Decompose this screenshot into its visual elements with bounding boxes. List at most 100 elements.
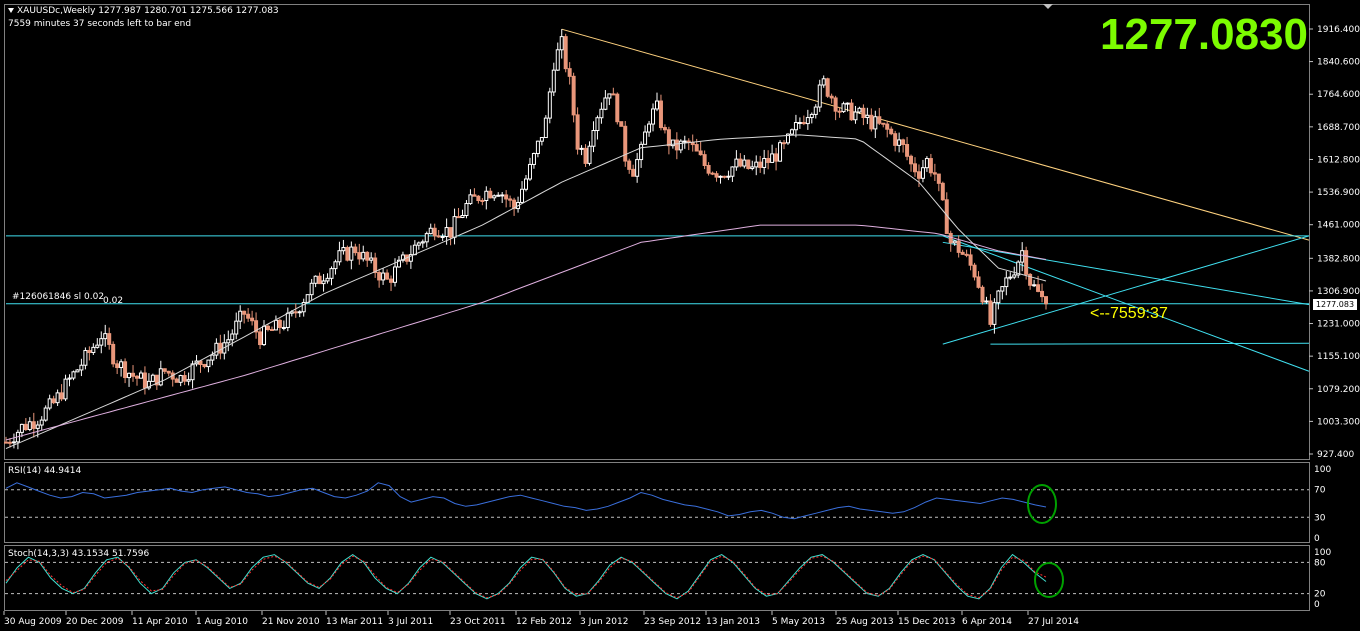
candle — [1000, 286, 1005, 300]
candle-body — [408, 254, 413, 262]
candle — [901, 138, 906, 153]
candle-body — [829, 95, 834, 99]
candle — [766, 150, 771, 170]
candle-body — [412, 244, 417, 256]
candle — [99, 331, 104, 354]
candle-body — [309, 282, 314, 296]
candle — [321, 274, 326, 292]
candle-body — [885, 123, 890, 130]
candle — [238, 305, 243, 330]
candle-body — [619, 121, 624, 127]
price-panel — [4, 4, 1310, 460]
candle-body — [500, 194, 505, 197]
candle — [710, 171, 715, 176]
candle — [801, 115, 806, 126]
candle — [543, 115, 548, 139]
candle — [476, 195, 481, 204]
candle-body — [766, 157, 771, 163]
candle-body — [623, 125, 628, 162]
candle — [23, 418, 28, 431]
y-tick-label: 1764.600 — [1317, 90, 1360, 100]
candle-body — [972, 264, 977, 278]
candle — [555, 42, 560, 71]
candle-body — [698, 150, 703, 156]
rsi-y-tick-label: 100 — [1314, 465, 1331, 475]
candle — [992, 298, 997, 334]
rsi-line — [5, 482, 1047, 520]
candle-body — [1024, 250, 1029, 275]
candle-body — [43, 407, 48, 421]
candle — [1004, 271, 1009, 296]
candle-body — [142, 372, 147, 389]
y-tick-label: 1688.700 — [1317, 123, 1360, 133]
candle — [909, 154, 914, 172]
candle-body — [571, 75, 576, 116]
candle-body — [615, 93, 620, 123]
candle — [535, 140, 540, 158]
candle — [662, 124, 667, 134]
candle-body — [833, 97, 838, 112]
candle — [615, 92, 620, 125]
candle — [567, 62, 572, 85]
candle-body — [635, 159, 640, 177]
candle-body — [436, 235, 441, 238]
big-price-readout: 1277.0830 — [1100, 10, 1308, 59]
candle-body — [154, 374, 159, 386]
candle-body — [956, 240, 961, 253]
x-tick-label: 25 Aug 2013 — [836, 617, 894, 627]
candle — [250, 310, 255, 326]
candle — [269, 326, 274, 332]
candle-body — [432, 227, 437, 237]
candle-body — [1028, 273, 1033, 286]
candle — [841, 101, 846, 113]
candle-body — [813, 106, 818, 115]
candle — [341, 239, 346, 255]
candle — [202, 363, 207, 369]
candle — [460, 209, 465, 219]
candle — [456, 207, 461, 219]
falling-trendline-2 — [942, 241, 1310, 306]
candle — [55, 389, 60, 406]
candle — [115, 360, 120, 375]
candle-body — [893, 133, 898, 146]
candle-body — [535, 140, 540, 155]
candle — [198, 360, 203, 373]
candle — [43, 405, 48, 422]
candle-body — [95, 344, 100, 348]
candle-body — [281, 326, 286, 329]
candle — [95, 338, 100, 349]
candle — [317, 272, 322, 285]
candle — [988, 294, 993, 327]
candle-body — [305, 294, 310, 303]
candle-body — [591, 130, 596, 147]
candle-body — [91, 346, 96, 354]
candle — [702, 150, 707, 170]
candle — [551, 62, 556, 97]
candle — [432, 223, 437, 241]
candle-body — [448, 227, 453, 238]
candle-body — [916, 171, 921, 179]
candle-body — [682, 140, 687, 143]
candle — [75, 369, 80, 373]
stoch-y-tick-label: 100 — [1314, 548, 1331, 558]
stoch-y-tick-label: 0 — [1314, 600, 1320, 610]
candle-body — [897, 139, 902, 146]
candle-body — [99, 338, 104, 346]
candle-body — [468, 194, 473, 205]
candle-body — [726, 175, 731, 178]
candle-body — [345, 247, 350, 261]
candle — [893, 130, 898, 152]
candle-body — [587, 145, 592, 164]
candle-body — [31, 421, 36, 429]
candle-body — [59, 392, 64, 400]
candle — [595, 115, 600, 140]
candle — [611, 87, 616, 96]
candle — [575, 107, 580, 155]
candle — [1020, 242, 1025, 272]
rsi-highlight-circle — [1027, 484, 1057, 524]
candle-body — [301, 301, 306, 313]
candle-body — [746, 159, 751, 169]
candle — [996, 289, 1001, 310]
horizontal-line-support — [990, 342, 1310, 345]
candle-body — [349, 246, 354, 261]
